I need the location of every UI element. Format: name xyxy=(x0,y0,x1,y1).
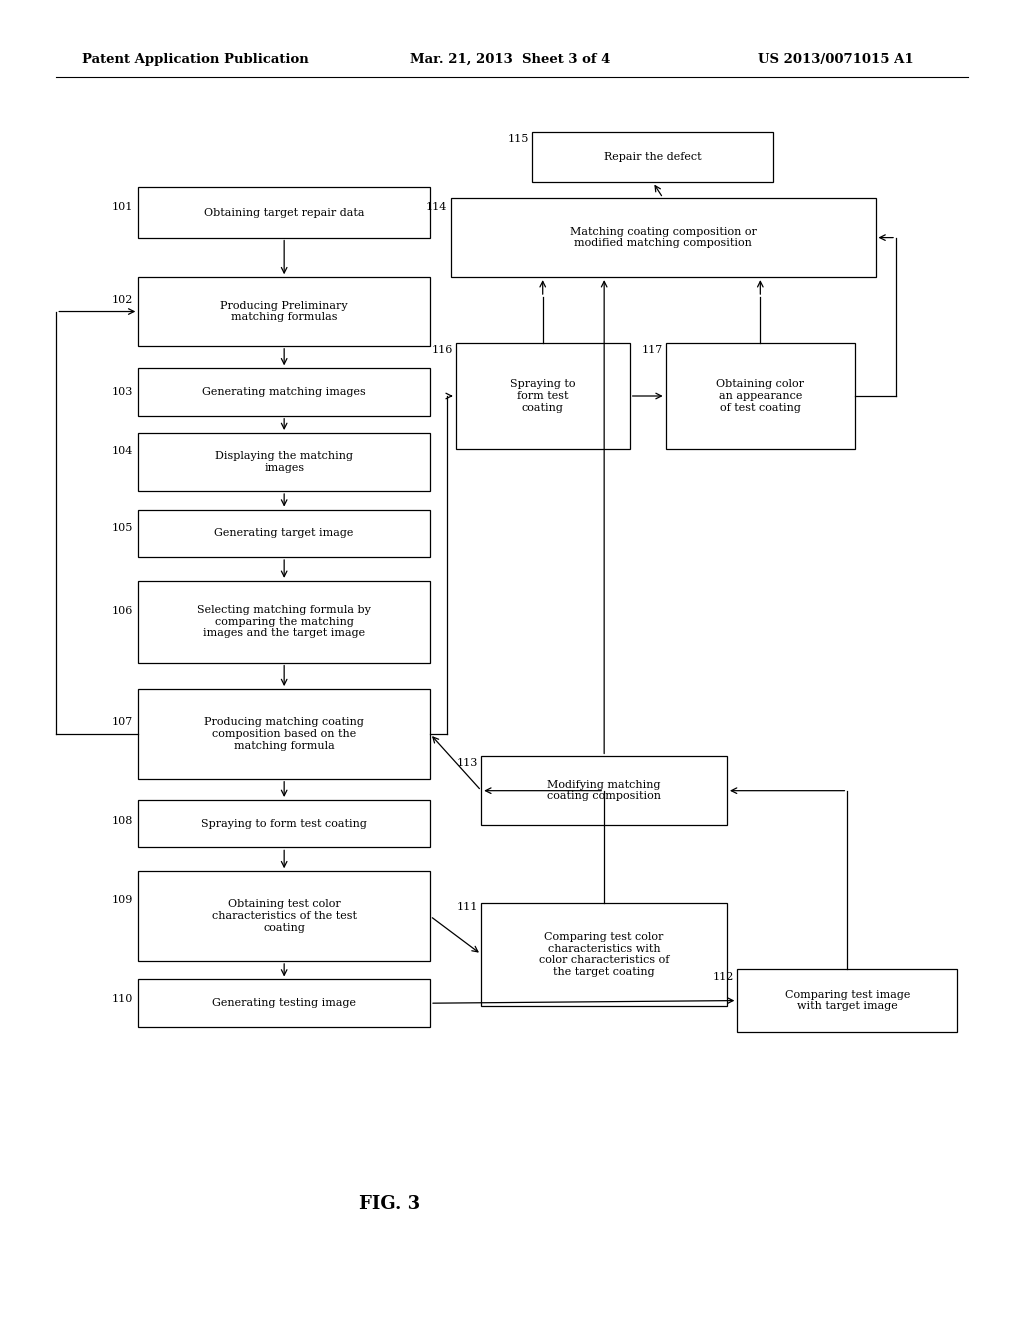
Text: 109: 109 xyxy=(112,895,133,906)
Text: Modifying matching
coating composition: Modifying matching coating composition xyxy=(547,780,662,801)
Text: US 2013/0071015 A1: US 2013/0071015 A1 xyxy=(758,53,913,66)
FancyBboxPatch shape xyxy=(666,343,855,449)
FancyBboxPatch shape xyxy=(138,368,430,416)
Text: Comparing test image
with target image: Comparing test image with target image xyxy=(784,990,910,1011)
Text: Comparing test color
characteristics with
color characteristics of
the target co: Comparing test color characteristics wit… xyxy=(539,932,670,977)
FancyBboxPatch shape xyxy=(138,277,430,346)
Text: 101: 101 xyxy=(112,202,133,213)
FancyBboxPatch shape xyxy=(138,689,430,779)
Text: 111: 111 xyxy=(457,902,478,912)
Text: Mar. 21, 2013  Sheet 3 of 4: Mar. 21, 2013 Sheet 3 of 4 xyxy=(410,53,610,66)
Text: 114: 114 xyxy=(426,202,447,213)
Text: 104: 104 xyxy=(112,446,133,457)
Text: 106: 106 xyxy=(112,606,133,616)
Text: Obtaining target repair data: Obtaining target repair data xyxy=(204,207,365,218)
Text: 116: 116 xyxy=(431,345,453,355)
FancyBboxPatch shape xyxy=(737,969,957,1032)
FancyBboxPatch shape xyxy=(451,198,876,277)
Text: Selecting matching formula by
comparing the matching
images and the target image: Selecting matching formula by comparing … xyxy=(198,605,371,639)
Text: Spraying to
form test
coating: Spraying to form test coating xyxy=(510,379,575,413)
FancyBboxPatch shape xyxy=(138,510,430,557)
Text: Obtaining color
an appearance
of test coating: Obtaining color an appearance of test co… xyxy=(717,379,804,413)
Text: Obtaining test color
characteristics of the test
coating: Obtaining test color characteristics of … xyxy=(212,899,356,933)
Text: 112: 112 xyxy=(713,972,734,982)
Text: 105: 105 xyxy=(112,523,133,533)
FancyBboxPatch shape xyxy=(532,132,773,182)
Text: Displaying the matching
images: Displaying the matching images xyxy=(215,451,353,473)
Text: 108: 108 xyxy=(112,816,133,826)
FancyBboxPatch shape xyxy=(481,756,727,825)
Text: Producing Preliminary
matching formulas: Producing Preliminary matching formulas xyxy=(220,301,348,322)
Text: 110: 110 xyxy=(112,994,133,1005)
Text: 103: 103 xyxy=(112,387,133,397)
Text: Repair the defect: Repair the defect xyxy=(604,152,701,162)
FancyBboxPatch shape xyxy=(138,871,430,961)
FancyBboxPatch shape xyxy=(138,187,430,238)
Text: Matching coating composition or
modified matching composition: Matching coating composition or modified… xyxy=(569,227,757,248)
Text: Generating matching images: Generating matching images xyxy=(203,387,366,397)
Text: Producing matching coating
composition based on the
matching formula: Producing matching coating composition b… xyxy=(204,717,365,751)
FancyBboxPatch shape xyxy=(456,343,630,449)
FancyBboxPatch shape xyxy=(138,581,430,663)
FancyBboxPatch shape xyxy=(138,979,430,1027)
FancyBboxPatch shape xyxy=(481,903,727,1006)
Text: 113: 113 xyxy=(457,758,478,768)
FancyBboxPatch shape xyxy=(138,800,430,847)
Text: FIG. 3: FIG. 3 xyxy=(358,1195,420,1213)
Text: Generating target image: Generating target image xyxy=(214,528,354,539)
Text: Patent Application Publication: Patent Application Publication xyxy=(82,53,308,66)
Text: Generating testing image: Generating testing image xyxy=(212,998,356,1008)
FancyBboxPatch shape xyxy=(138,433,430,491)
Text: 102: 102 xyxy=(112,294,133,305)
Text: Spraying to form test coating: Spraying to form test coating xyxy=(202,818,367,829)
Text: 115: 115 xyxy=(508,133,529,144)
Text: 117: 117 xyxy=(641,345,663,355)
Text: 107: 107 xyxy=(112,717,133,727)
